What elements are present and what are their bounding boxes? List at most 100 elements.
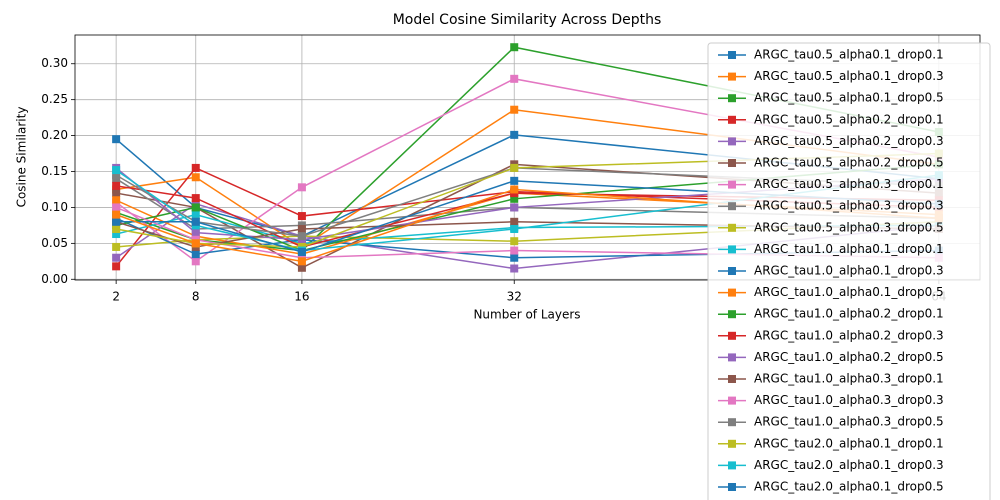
point-marker [191, 173, 200, 182]
legend-label: ARGC_tau2.0_alpha0.1_drop0.1 [754, 436, 944, 450]
legend-label: ARGC_tau0.5_alpha0.1_drop0.1 [754, 48, 944, 62]
x-tick-label: 2 [112, 290, 120, 304]
point-marker [112, 181, 121, 190]
point-marker [112, 196, 121, 205]
point-marker [191, 210, 200, 219]
legend-marker [728, 353, 736, 362]
point-marker [112, 253, 121, 262]
point-marker [510, 224, 519, 233]
point-marker [191, 239, 200, 248]
point-marker [510, 130, 519, 139]
point-marker [510, 105, 519, 114]
point-marker [510, 74, 519, 83]
point-marker [297, 263, 306, 272]
legend-label: ARGC_tau1.0_alpha0.3_drop0.3 [754, 393, 944, 407]
chart-title: Model Cosine Similarity Across Depths [393, 12, 662, 28]
legend-label: ARGC_tau0.5_alpha0.2_drop0.1 [754, 112, 944, 126]
point-marker [510, 217, 519, 226]
legend-box [707, 42, 991, 500]
legend-marker [728, 115, 736, 124]
point-marker [297, 247, 306, 256]
point-marker [510, 176, 519, 185]
point-marker [510, 43, 519, 52]
point-marker [297, 212, 306, 221]
point-marker [112, 210, 121, 219]
point-marker [191, 217, 200, 226]
y-axis-label: Cosine Similarity [15, 107, 29, 208]
legend-marker [728, 180, 736, 189]
point-marker [191, 257, 200, 266]
point-marker [112, 135, 121, 144]
legend-label: ARGC_tau1.0_alpha0.1_drop0.3 [754, 264, 944, 278]
point-marker [112, 224, 121, 233]
point-marker [297, 232, 306, 241]
y-tick-label: 0.20 [41, 128, 68, 142]
legend-marker [728, 267, 736, 275]
legend-label: ARGC_tau1.0_alpha0.3_drop0.5 [754, 415, 944, 429]
x-tick-label: 8 [192, 290, 200, 304]
legend-label: ARGC_tau1.0_alpha0.2_drop0.1 [754, 307, 944, 321]
point-marker [510, 253, 519, 262]
x-tick-label: 16 [294, 290, 309, 304]
point-marker [297, 257, 306, 266]
point-marker [510, 163, 519, 172]
point-marker [112, 262, 121, 271]
legend: ARGC_tau0.5_alpha0.1_drop0.1 ARGC_tau0.5_… [707, 42, 991, 500]
legend-marker [728, 310, 736, 319]
point-marker [510, 246, 519, 255]
point-marker [510, 237, 519, 246]
legend-label: ARGC_tau1.0_alpha0.3_drop0.1 [754, 372, 944, 386]
x-tick-label: 32 [507, 290, 522, 304]
legend-marker [728, 461, 736, 470]
point-marker [191, 194, 200, 203]
point-marker [510, 185, 519, 194]
legend-label: ARGC_tau0.5_alpha0.3_drop0.5 [754, 220, 944, 234]
legend-label: ARGC_tau2.0_alpha0.1_drop0.3 [754, 458, 944, 472]
legend-label: ARGC_tau0.5_alpha0.2_drop0.5 [754, 156, 944, 170]
legend-marker [728, 331, 736, 340]
point-marker [297, 183, 306, 192]
point-marker [112, 171, 121, 180]
legend-label: ARGC_tau2.0_alpha0.1_drop0.5 [754, 480, 944, 494]
point-marker [297, 224, 306, 233]
y-tick-label: 0.05 [41, 236, 68, 250]
point-marker [112, 217, 121, 226]
legend-label: ARGC_tau1.0_alpha0.1_drop0.5 [754, 285, 944, 299]
legend-label: ARGC_tau0.5_alpha0.3_drop0.3 [754, 199, 944, 213]
point-marker [191, 228, 200, 237]
point-marker [112, 230, 121, 239]
legend-marker [728, 202, 736, 211]
x-axis-label: Number of Layers [473, 308, 580, 322]
legend-marker [728, 94, 736, 103]
legend-marker [728, 51, 736, 59]
point-marker [112, 166, 121, 175]
legend-marker [728, 72, 736, 81]
legend-marker [728, 288, 736, 297]
legend-marker [728, 245, 736, 254]
y-tick-label: 0.10 [41, 200, 68, 214]
legend-marker [728, 418, 736, 427]
legend-marker [728, 396, 736, 405]
legend-label: ARGC_tau0.5_alpha0.1_drop0.5 [754, 91, 944, 105]
y-tick-label: 0.00 [41, 272, 68, 286]
legend-label: ARGC_tau1.0_alpha0.1_drop0.1 [754, 242, 944, 256]
legend-marker [728, 137, 736, 146]
point-marker [510, 264, 519, 273]
legend-label: ARGC_tau0.5_alpha0.2_drop0.3 [754, 134, 944, 148]
legend-label: ARGC_tau0.5_alpha0.3_drop0.1 [754, 177, 944, 191]
point-marker [112, 242, 121, 251]
point-marker [112, 189, 121, 198]
y-tick-label: 0.30 [41, 56, 68, 70]
legend-marker [728, 439, 736, 448]
point-marker [191, 163, 200, 172]
point-marker [191, 250, 200, 259]
y-tick-label: 0.25 [41, 92, 68, 106]
point-marker [510, 203, 519, 212]
y-tick-label: 0.15 [41, 164, 68, 178]
point-marker [191, 203, 200, 212]
legend-label: ARGC_tau1.0_alpha0.2_drop0.3 [754, 328, 944, 342]
legend-marker [728, 159, 736, 167]
legend-marker [728, 483, 736, 491]
